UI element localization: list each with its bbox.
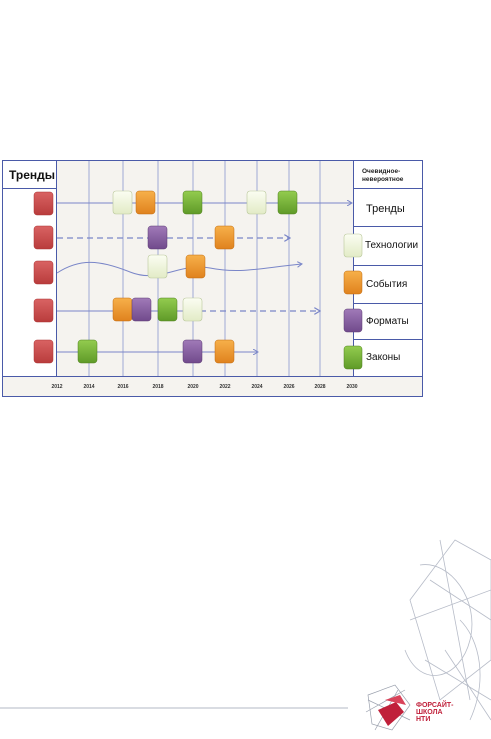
format-marker: [131, 297, 152, 322]
outcome-column-title: Очевидное- невероятное: [362, 168, 404, 183]
trend-marker: [33, 225, 54, 250]
brand-logo-text: ФОРСАЙТ- ШКОЛА НТИ: [416, 702, 454, 723]
year-label: 2014: [83, 384, 95, 390]
technology-marker: [112, 190, 133, 215]
legend-column: [353, 160, 423, 377]
year-label: 2030: [346, 384, 358, 390]
legend-format-swatch: [343, 308, 363, 333]
law-marker: [157, 297, 178, 322]
year-label: 2024: [251, 384, 263, 390]
logo-mark-icon: [365, 684, 411, 731]
law-marker: [182, 190, 203, 215]
trend-line-3: [56, 262, 302, 277]
event-marker: [135, 190, 156, 215]
legend-technology-swatch: [343, 233, 363, 258]
legend-law-swatch: [343, 345, 363, 370]
law-marker: [277, 190, 298, 215]
trend-markers: [33, 191, 54, 364]
legend-label-events: События: [366, 279, 408, 290]
geometric-ornament-icon: [404, 539, 491, 721]
trend-marker: [33, 260, 54, 285]
legend-label-formats: Форматы: [366, 316, 409, 327]
trend-marker: [33, 298, 54, 323]
legend-label-laws: Законы: [366, 352, 401, 363]
format-marker: [147, 225, 168, 250]
legend-event-swatch: [343, 270, 363, 295]
event-marker: [112, 297, 133, 322]
legend-label-trends: Тренды: [366, 203, 405, 215]
event-marker: [214, 339, 235, 364]
year-label: 2020: [187, 384, 199, 390]
year-label: 2016: [117, 384, 129, 390]
event-marker: [185, 254, 206, 279]
technology-marker: [246, 190, 267, 215]
legend-label-technologies: Технологии: [365, 240, 419, 251]
law-marker: [77, 339, 98, 364]
year-label: 2018: [152, 384, 164, 390]
trends-column-title: Тренды: [9, 168, 55, 182]
format-marker: [182, 339, 203, 364]
technology-marker: [147, 254, 168, 279]
technology-marker: [182, 297, 203, 322]
trend-marker: [33, 339, 54, 364]
trend-marker: [33, 191, 54, 216]
year-label: 2028: [314, 384, 326, 390]
event-marker: [214, 225, 235, 250]
year-label: 2022: [219, 384, 231, 390]
year-label: 2026: [283, 384, 295, 390]
year-label: 2012: [51, 384, 63, 390]
